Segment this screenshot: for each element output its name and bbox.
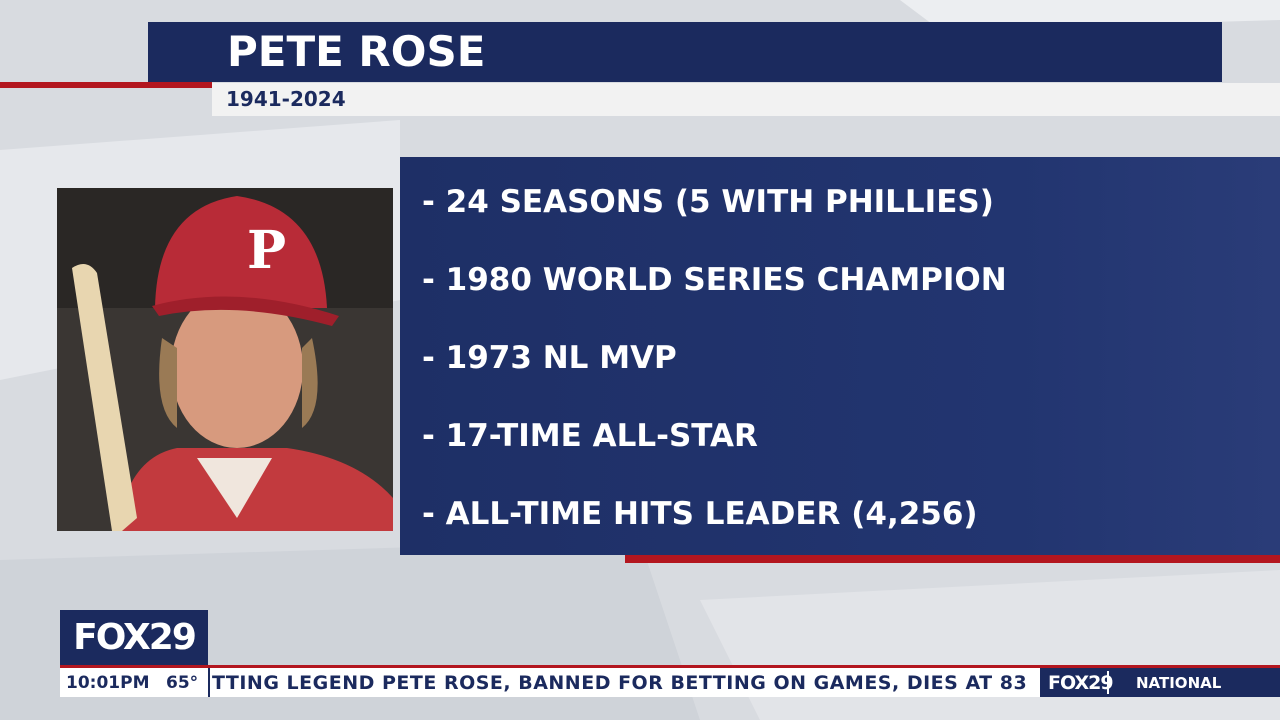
fact: - 17-TIME ALL-STAR xyxy=(422,418,758,454)
fact: - 24 SEASONS (5 WITH PHILLIES) xyxy=(422,184,994,220)
fact: - 1980 WORLD SERIES CHAMPION xyxy=(422,262,1007,298)
ticker-brand-bar xyxy=(1040,668,1280,697)
separator xyxy=(1107,671,1109,694)
title: PETE ROSE xyxy=(227,27,486,76)
facts-list: - 24 SEASONS (5 WITH PHILLIES) - 1980 WO… xyxy=(422,180,1007,570)
station-logo: FOX29 xyxy=(60,610,208,665)
temperature: 65° xyxy=(166,673,199,693)
accent-line xyxy=(0,82,212,88)
player-photo: P xyxy=(57,188,393,531)
ticker-logo: FOX29 xyxy=(1048,672,1114,694)
fact: - 1973 NL MVP xyxy=(422,340,677,376)
ticker-bar xyxy=(210,668,1040,697)
subtitle: 1941-2024 xyxy=(226,87,346,111)
accent-line xyxy=(625,555,1280,563)
accent-line xyxy=(60,665,1280,668)
time-box xyxy=(60,668,210,697)
title-bar xyxy=(148,22,1222,82)
time: 10:01PM xyxy=(66,673,150,693)
svg-text:P: P xyxy=(247,220,286,281)
fact: - ALL-TIME HITS LEADER (4,256) xyxy=(422,496,978,532)
ticker-text: TTING LEGEND PETE ROSE, BANNED FOR BETTI… xyxy=(212,672,1028,694)
subtitle-bar xyxy=(212,83,1280,116)
facts-panel xyxy=(400,157,1280,555)
region-label: NATIONAL xyxy=(1136,674,1222,692)
